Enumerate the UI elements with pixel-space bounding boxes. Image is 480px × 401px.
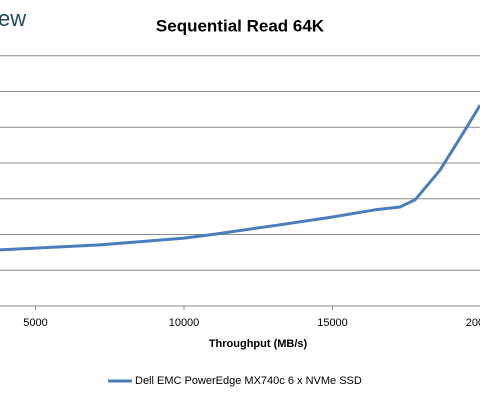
x-tick-label: 15000 (317, 317, 348, 329)
data-line (0, 104, 480, 252)
chart-title: Sequential Read 64K (156, 16, 325, 35)
logo: ew (0, 6, 26, 31)
x-axis-label: Throughput (MB/s) (209, 338, 308, 350)
x-tick-label: 20000 (466, 317, 480, 329)
x-tick-label: 10000 (169, 317, 200, 329)
x-tick-label: 5000 (23, 317, 47, 329)
legend-label: Dell EMC PowerEdge MX740c 6 x NVMe SSD (135, 375, 362, 387)
